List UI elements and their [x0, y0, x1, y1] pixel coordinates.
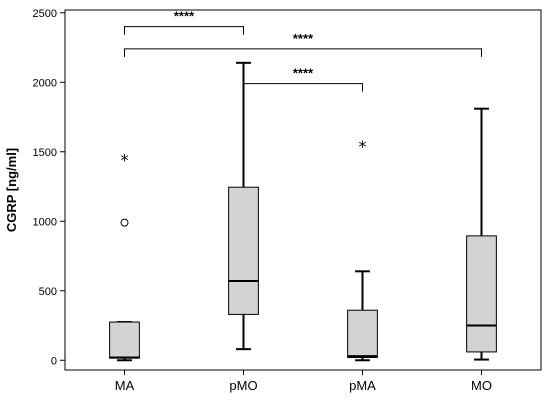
y-tick-label: 1000	[33, 216, 57, 228]
sig-bracket-line	[243, 83, 363, 92]
sig-bracket-line	[124, 48, 482, 57]
x-tick-label: MA	[115, 378, 135, 393]
plot-frame	[64, 9, 542, 371]
outlier-star: *	[121, 151, 129, 170]
y-tick-label: 0	[51, 355, 57, 367]
boxes-group: **	[109, 61, 497, 362]
box-iqr	[109, 321, 140, 359]
outlier-star: *	[359, 137, 367, 156]
significance-annotations: **** **** ****	[124, 9, 482, 92]
y-tick-label: 2500	[33, 8, 57, 20]
y-tick-label: 2000	[33, 77, 57, 89]
box-pma: *	[347, 137, 378, 362]
x-tick-label: pMO	[229, 378, 257, 393]
sig-bracket: ****	[124, 31, 482, 57]
sig-bracket: ****	[124, 9, 244, 35]
box-pmo	[228, 61, 259, 351]
box-ma: *	[109, 151, 140, 362]
box-iqr	[347, 309, 378, 358]
y-axis: 0 500 1000 1500 2000 2500	[33, 8, 65, 367]
x-tick-label: pMA	[349, 378, 376, 393]
sig-label: ****	[293, 66, 314, 81]
sig-bracket-line	[124, 26, 244, 35]
sig-bracket: ****	[243, 66, 363, 92]
x-tick-label: MO	[471, 378, 492, 393]
sig-label: ****	[293, 31, 314, 46]
y-tick-label: 500	[39, 286, 57, 298]
sig-label: ****	[174, 9, 195, 24]
box-iqr	[228, 186, 259, 315]
box-iqr	[466, 235, 497, 353]
box-mo	[466, 107, 497, 361]
y-axis-label: CGRP [ng/ml]	[4, 148, 19, 232]
x-axis: MA pMO pMA MO	[115, 370, 492, 393]
y-tick-label: 1500	[33, 147, 57, 159]
outlier-circle	[120, 218, 129, 227]
